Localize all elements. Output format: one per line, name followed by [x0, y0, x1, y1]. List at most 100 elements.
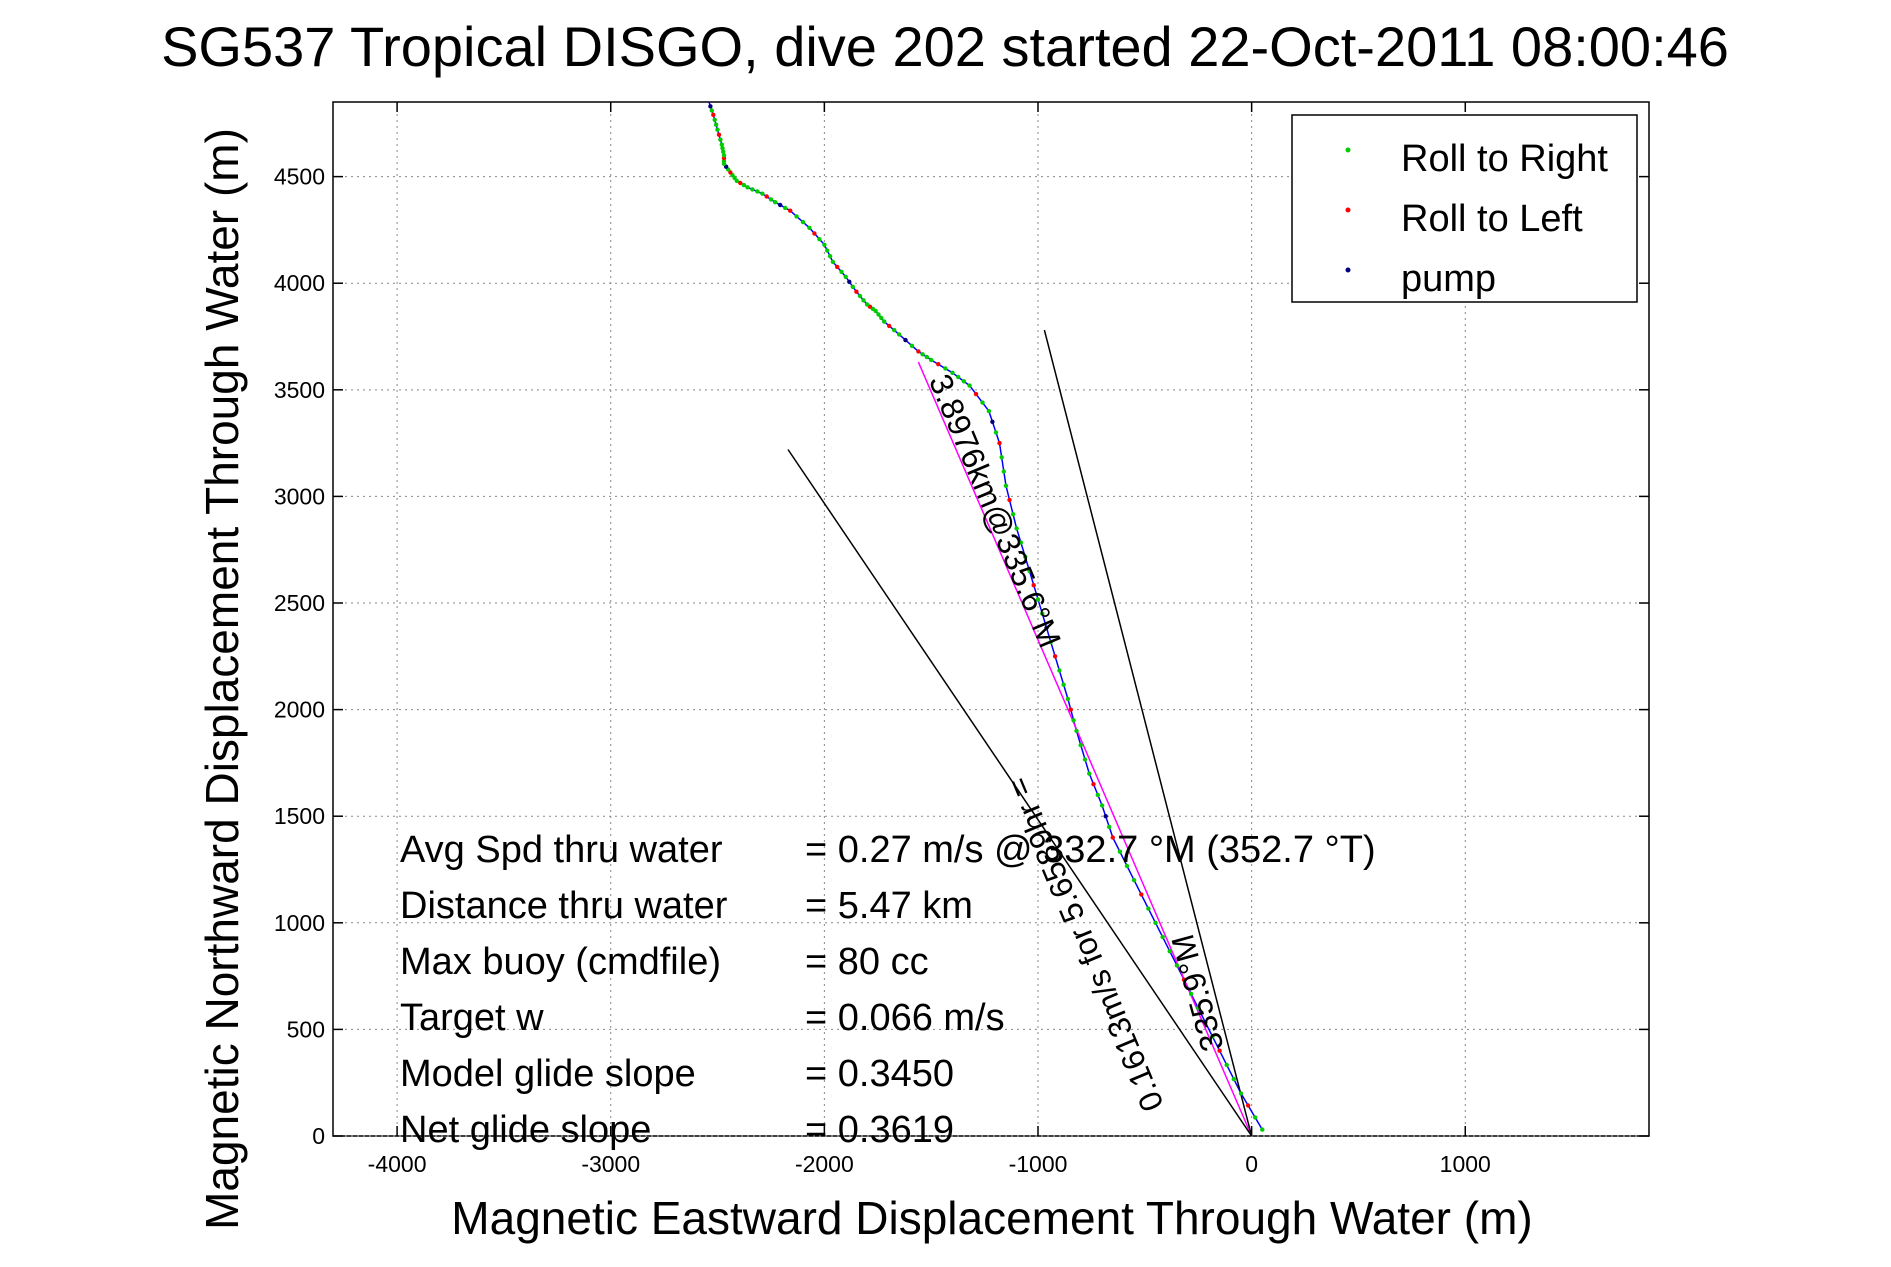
x-axis-label: Magnetic Eastward Displacement Through W…: [451, 1192, 1532, 1244]
series-line-3: [1043, 329, 1253, 1137]
track-marker-27-2: [847, 279, 852, 284]
track-marker-13-1: [1035, 597, 1041, 602]
track-marker-14-2: [1018, 540, 1024, 545]
annotation-value-3: = 0.066 m/s: [805, 997, 1005, 1039]
track-marker-17-2: [990, 419, 995, 424]
track-marker-31-0: [807, 225, 812, 230]
roll-markers: [708, 104, 1265, 1132]
y-tick-label-3: 1500: [274, 803, 325, 829]
track-marker-15-2: [1007, 497, 1012, 503]
annotation-value-2: = 80 cc: [805, 941, 929, 983]
x-tick-label-5: 1000: [1440, 1151, 1491, 1177]
annotation-value-4: = 0.3450: [805, 1053, 954, 1095]
plot-area: [332, 101, 1650, 1137]
track-marker-19-1: [961, 379, 967, 384]
track-marker-28-2: [835, 264, 840, 270]
track-marker-41-0: [715, 127, 720, 132]
track-marker-16-1: [1001, 469, 1006, 474]
track-marker-30-2: [812, 231, 817, 236]
track-marker-32-1: [783, 205, 788, 211]
track-marker-30-0: [822, 242, 827, 247]
axis-ticks: -4000 -3000 -2000 -1000 0 1000 0 500 1000 1500 200…: [274, 102, 1649, 1177]
x-tick-label-0: -4000: [368, 1151, 427, 1177]
track-marker-11-0: [1065, 696, 1071, 702]
track-marker-34-0: [760, 191, 765, 196]
track-marker-31-1: [800, 219, 806, 225]
y-tick-label-1: 500: [287, 1016, 325, 1042]
track-marker-42-0: [711, 112, 716, 118]
track-marker-2-1: [1210, 1034, 1215, 1039]
y-tick-label-4: 2000: [274, 697, 325, 723]
track-marker-35-2: [738, 180, 743, 186]
track-marker-14-0: [1027, 568, 1032, 574]
track-marker-34-2: [750, 187, 755, 192]
annotation-value-0: = 0.27 m/s @ 332.7 °M (352.7 °T): [805, 829, 1376, 871]
track-marker-6-1: [1124, 863, 1130, 869]
track-marker-31-2: [794, 214, 799, 219]
track-marker-30-1: [817, 237, 822, 242]
track-marker-8-1: [1095, 792, 1101, 798]
y-tick-label-6: 3000: [274, 483, 325, 509]
track-marker-28-1: [839, 269, 844, 274]
annotation-label-1: Distance thru water: [400, 885, 728, 927]
track-marker-23-2: [887, 323, 892, 329]
track-marker-17-1: [993, 430, 999, 435]
annotation-value-5: = 0.3619: [805, 1109, 954, 1151]
y-tick-label-0: 0: [312, 1123, 325, 1149]
track-marker-14-1: [1022, 554, 1028, 559]
track-marker-22-2: [903, 337, 908, 343]
track-marker-13-0: [1040, 611, 1045, 616]
track-marker-28-0: [843, 274, 848, 279]
track-marker-21-2: [920, 352, 925, 357]
track-marker-18-2: [973, 391, 979, 397]
track-marker-29-0: [830, 259, 836, 265]
track-marker-21-1: [924, 354, 930, 360]
track-marker-12-1: [1048, 639, 1054, 645]
track-marker-20-0: [950, 370, 955, 375]
track-marker-11-2: [1057, 668, 1062, 673]
track-marker-16-0: [1003, 483, 1009, 488]
track-marker-5-0: [1153, 920, 1158, 925]
x-tick-label-4: 0: [1245, 1151, 1258, 1177]
track-marker-41-1: [713, 122, 719, 127]
track-marker-10-0: [1074, 728, 1079, 734]
track-marker-5-1: [1146, 906, 1151, 911]
track-marker-26-1: [861, 298, 866, 303]
annotation-label-3: Target w: [400, 997, 544, 1039]
track-marker-7-1: [1107, 824, 1112, 830]
track-marker-7-2: [1103, 814, 1108, 819]
track-marker-9-1: [1082, 757, 1088, 762]
track-marker-34-1: [755, 189, 760, 194]
track-marker-19-2: [956, 374, 961, 380]
track-marker-8-2: [1091, 782, 1096, 787]
track-marker-24-2: [876, 312, 881, 317]
annotation-label-4: Model glide slope: [400, 1053, 696, 1095]
track-marker-39-0: [721, 153, 727, 158]
track-marker-27-0: [854, 289, 859, 294]
track-marker-32-0: [788, 208, 793, 213]
track-marker-9-2: [1078, 742, 1083, 748]
track-marker-1-0: [1238, 1091, 1244, 1096]
track-marker-27-1: [850, 284, 855, 289]
track-marker-8-0: [1099, 803, 1105, 808]
y-tick-label-2: 1000: [274, 910, 325, 936]
track-marker-1-1: [1231, 1076, 1237, 1082]
track-marker-26-2: [857, 293, 863, 299]
track-marker-19-0: [967, 383, 972, 388]
legend-marker-roll-right: [1345, 147, 1351, 153]
track-marker-24-1: [879, 315, 884, 321]
track-marker-10-2: [1068, 707, 1074, 712]
y-tick-label-5: 2500: [274, 590, 325, 616]
annotation-label-2: Max buoy (cmdfile): [400, 941, 721, 983]
track-marker-10-1: [1071, 718, 1076, 723]
track-marker-24-0: [882, 319, 887, 324]
y-axis-label: Magnetic Northward Displacement Through …: [196, 128, 248, 1230]
track-marker-33-0: [773, 200, 778, 205]
x-tick-label-1: -3000: [581, 1151, 640, 1177]
track-marker-9-0: [1087, 771, 1092, 776]
track-marker-1-2: [1224, 1062, 1229, 1068]
track-marker-39-1: [721, 149, 726, 154]
track-marker-6-0: [1131, 878, 1137, 883]
track-marker-15-1: [1010, 512, 1016, 517]
